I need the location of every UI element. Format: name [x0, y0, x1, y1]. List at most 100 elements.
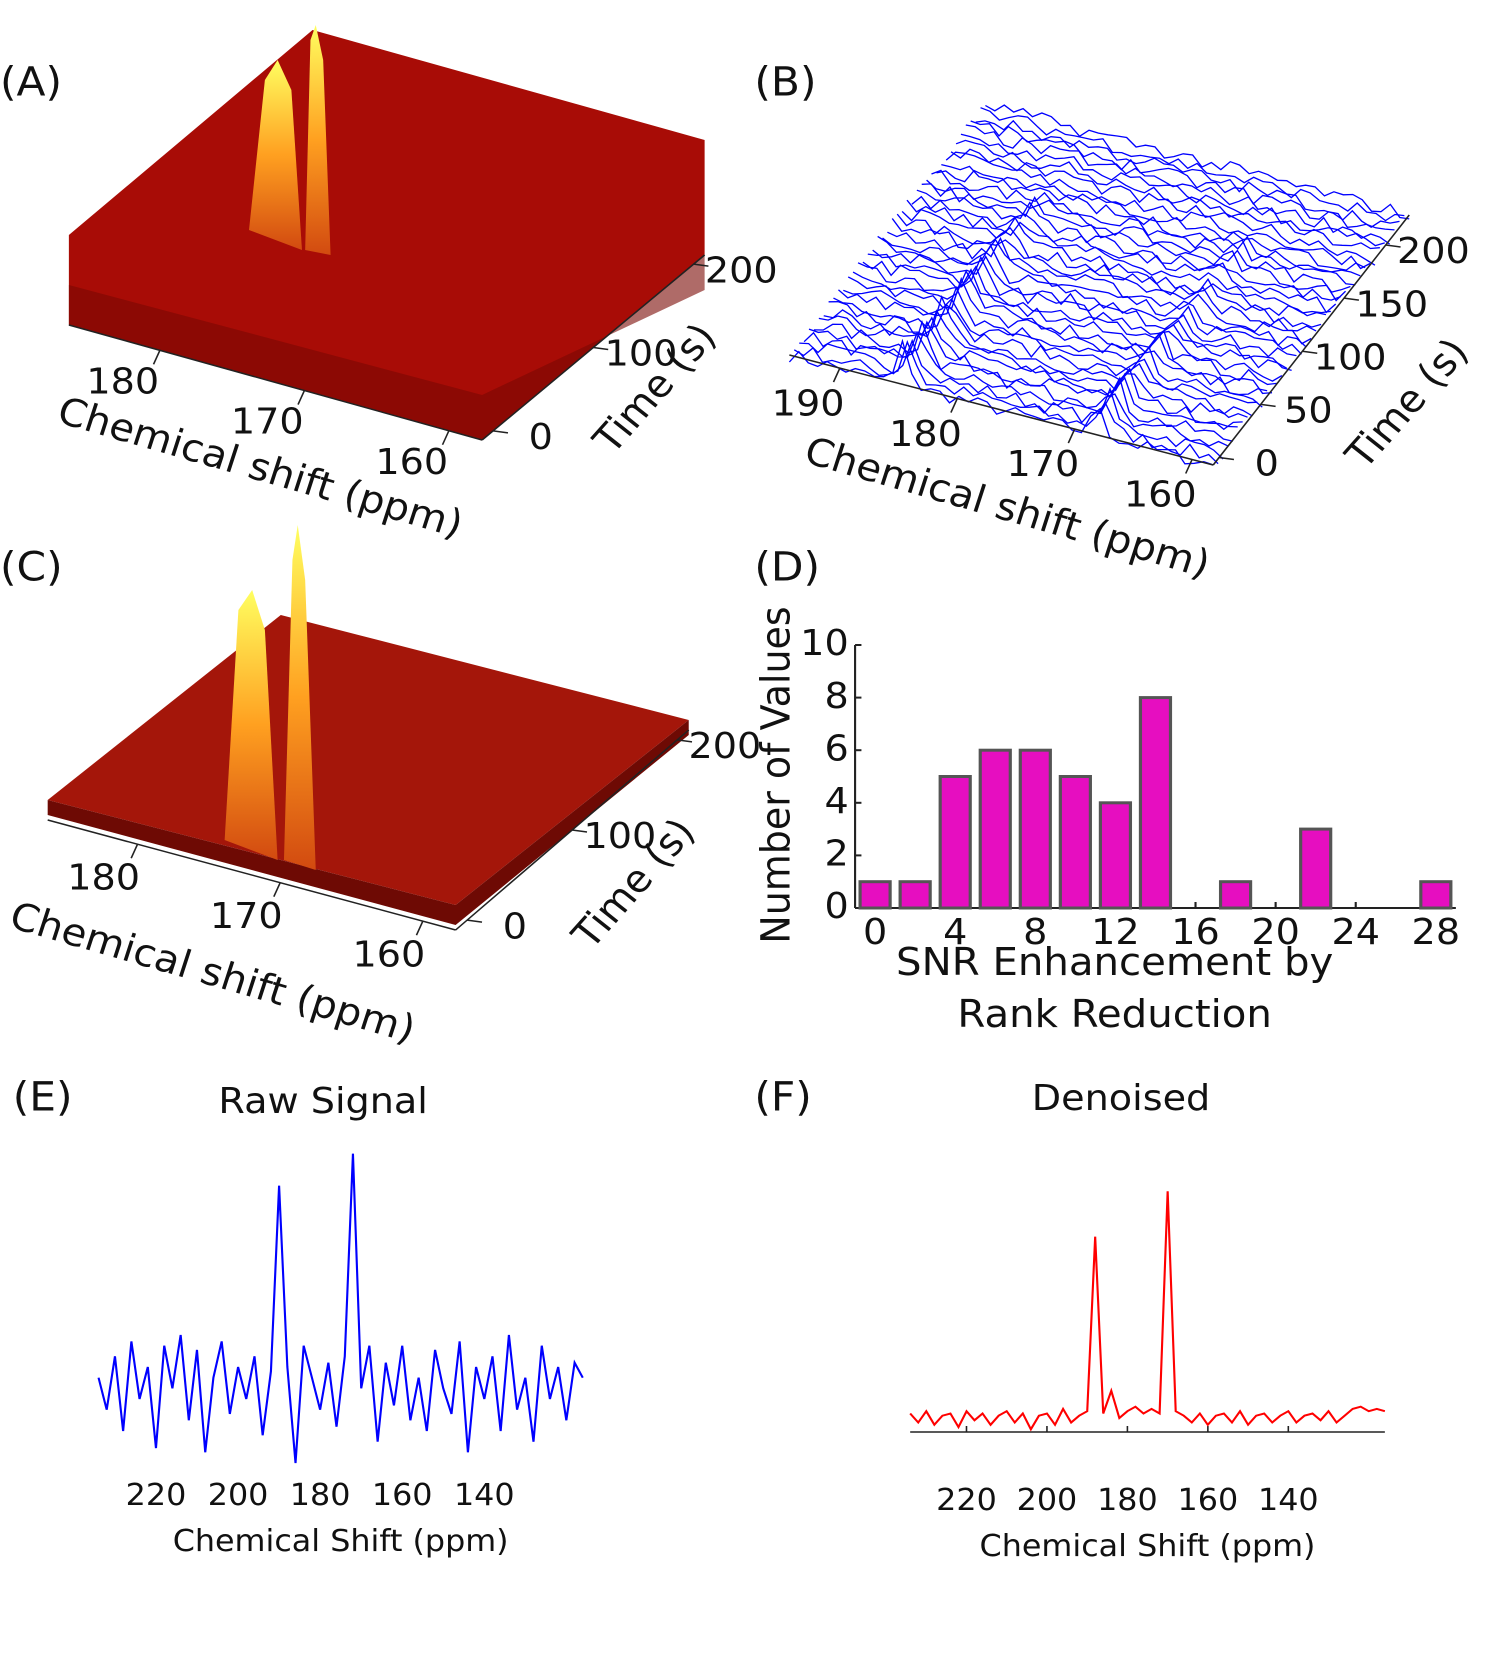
- x-tick-label: 220: [936, 1483, 997, 1518]
- mesh-line: [872, 249, 1297, 358]
- x-tick-label: 180: [86, 361, 159, 403]
- peak: [224, 590, 278, 860]
- panel-label: (D): [754, 544, 820, 591]
- x-tick-label: 20: [1251, 911, 1300, 953]
- mesh-line: [867, 253, 1292, 372]
- mesh-line: [911, 195, 1337, 314]
- x-tick: [130, 843, 139, 859]
- x-tick: [297, 390, 306, 405]
- bar: [1299, 827, 1333, 910]
- y-tick-label: 2: [824, 833, 848, 875]
- mesh-line: [931, 169, 1356, 286]
- spectrum-line: [97, 1153, 584, 1464]
- panel-label: (B): [754, 59, 816, 106]
- y-tick-label: 4: [824, 780, 848, 822]
- mesh-line: [818, 315, 1243, 431]
- peak: [283, 525, 316, 870]
- surface-shade: [68, 255, 705, 440]
- bar: [898, 880, 932, 910]
- mesh-line: [896, 213, 1322, 328]
- y-tick: [1218, 456, 1235, 461]
- y-tick: [467, 919, 483, 923]
- x-tick-label: 190: [772, 382, 845, 424]
- mesh-line: [941, 163, 1366, 271]
- y-tick: [677, 739, 693, 743]
- x-tick-label: 0: [863, 911, 887, 953]
- x-tick: [950, 398, 959, 413]
- surface-edge: [47, 720, 689, 925]
- mesh-line: [955, 139, 1380, 250]
- chart-title: Raw Signal: [218, 1080, 427, 1122]
- mesh-line: [970, 120, 1395, 231]
- x-tick-label: 180: [889, 413, 962, 455]
- x-tick-label: 180: [67, 856, 140, 898]
- mesh-line: [916, 189, 1341, 301]
- bar: [858, 880, 892, 910]
- x-tick-label: 160: [353, 933, 426, 975]
- x-axis-label: Rank Reduction: [957, 993, 1271, 1037]
- x-axis: [68, 324, 483, 441]
- x-tick: [152, 350, 161, 365]
- mesh-line: [857, 262, 1283, 382]
- y-tick: [693, 263, 709, 267]
- y-tick: [1343, 297, 1360, 301]
- y-tick-label: 0: [824, 885, 848, 927]
- x-tick-label: 8: [1023, 911, 1047, 953]
- mesh-line: [921, 183, 1347, 302]
- mesh-line: [926, 179, 1351, 293]
- x-axis-label: Chemical Shift (ppm): [173, 1524, 509, 1559]
- mesh-line: [852, 269, 1277, 386]
- chart-title: Denoised: [1032, 1077, 1210, 1119]
- x-tick-label: 170: [1006, 443, 1079, 485]
- y-tick-label: 200: [1397, 230, 1470, 272]
- y-tick-label: 150: [1355, 283, 1428, 325]
- y-tick-label: 6: [824, 727, 848, 769]
- x-tick-label: 28: [1412, 911, 1461, 953]
- x-tick-label: 200: [1017, 1483, 1078, 1518]
- panel-label: (A): [0, 59, 62, 106]
- x-axis: [789, 354, 1214, 466]
- bar: [938, 775, 972, 910]
- mesh-line: [975, 119, 1400, 228]
- x-axis-label: Chemical Shift (ppm): [980, 1529, 1316, 1564]
- mesh-line: [882, 237, 1307, 348]
- spectrum-line: [909, 1191, 1386, 1432]
- x-tick-label: 160: [375, 441, 448, 483]
- y-tick-label: 0: [529, 416, 553, 458]
- bar: [1018, 748, 1052, 910]
- x-tick: [415, 920, 424, 936]
- x-tick-label: 160: [372, 1478, 433, 1513]
- mesh-line: [985, 104, 1410, 220]
- mesh-line: [837, 289, 1263, 408]
- peak: [305, 25, 331, 255]
- mesh-line: [823, 309, 1248, 419]
- y-tick: [493, 430, 509, 434]
- mesh-line: [808, 319, 1233, 442]
- y-tick: [593, 346, 609, 351]
- y-axis: [1212, 214, 1410, 466]
- y-tick-label: 100: [605, 333, 678, 375]
- x-tick-label: 170: [231, 401, 304, 443]
- x-tick: [441, 430, 450, 446]
- x-tick-label: 220: [126, 1478, 187, 1513]
- mesh-line: [862, 260, 1288, 369]
- x-axis-label: SNR Enhancement by: [896, 941, 1333, 985]
- x-tick-label: 140: [1258, 1483, 1319, 1518]
- mesh-line: [965, 124, 1391, 245]
- mesh-line: [813, 320, 1238, 428]
- x-tick-label: 160: [1178, 1483, 1239, 1518]
- bar: [1058, 775, 1092, 910]
- x-tick-label: 4: [943, 911, 967, 953]
- y-tick-label: 100: [1314, 336, 1387, 378]
- mesh-line: [936, 169, 1361, 277]
- mesh-line: [847, 276, 1273, 395]
- y-tick-label: 0: [1255, 443, 1279, 485]
- x-axis: [47, 819, 456, 931]
- mesh-line: [901, 208, 1327, 317]
- bar: [1218, 880, 1253, 910]
- mesh-line: [803, 331, 1229, 447]
- x-tick-label: 12: [1091, 911, 1140, 953]
- x-tick-label: 180: [1097, 1483, 1158, 1518]
- x-tick: [1184, 459, 1193, 474]
- peak: [249, 60, 302, 250]
